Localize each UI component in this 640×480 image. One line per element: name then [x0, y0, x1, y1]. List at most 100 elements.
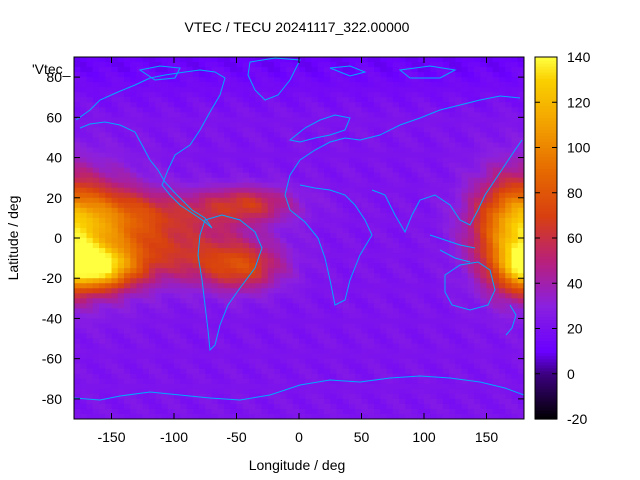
- heatmap-cell: [342, 398, 350, 405]
- heatmap-cell: [511, 278, 519, 284]
- heatmap-cell: [80, 358, 88, 365]
- heatmap-cell: [305, 67, 313, 73]
- heatmap-cell: [149, 197, 156, 204]
- heatmap-cell: [242, 243, 250, 249]
- heatmap-cell: [399, 207, 406, 214]
- heatmap-cell: [280, 167, 288, 174]
- heatmap-cell: [467, 368, 475, 375]
- heatmap-cell: [336, 288, 344, 294]
- heatmap-cell: [142, 227, 150, 234]
- heatmap-cell: [192, 57, 200, 63]
- heatmap-cell: [486, 333, 494, 340]
- heatmap-cell: [517, 288, 524, 294]
- heatmap-cell: [486, 388, 494, 395]
- heatmap-cell: [280, 182, 288, 189]
- heatmap-cell: [155, 117, 163, 123]
- heatmap-cell: [492, 263, 500, 269]
- heatmap-cell: [211, 303, 219, 309]
- heatmap-cell: [80, 278, 88, 284]
- heatmap-cell: [199, 77, 206, 83]
- heatmap-cell: [336, 147, 344, 154]
- heatmap-cell: [286, 192, 294, 199]
- heatmap-cell: [349, 97, 356, 103]
- heatmap-cell: [142, 283, 150, 289]
- heatmap-cell: [211, 323, 219, 330]
- heatmap-cell: [186, 378, 194, 385]
- heatmap-cell: [136, 207, 144, 214]
- heatmap-cell: [461, 328, 469, 335]
- heatmap-cell: [411, 368, 419, 375]
- heatmap-cell: [86, 353, 94, 360]
- heatmap-cell: [511, 207, 519, 214]
- heatmap-cell: [174, 142, 181, 149]
- heatmap-cell: [374, 142, 381, 149]
- heatmap-cell: [267, 373, 275, 380]
- heatmap-cell: [386, 167, 394, 174]
- heatmap-cell: [336, 87, 344, 93]
- heatmap-cell: [249, 217, 256, 224]
- heatmap-cell: [124, 273, 131, 279]
- heatmap-cell: [405, 278, 413, 284]
- heatmap-cell: [99, 92, 106, 98]
- heatmap-cell: [136, 232, 144, 239]
- heatmap-cell: [511, 167, 519, 174]
- heatmap-cell: [474, 263, 481, 269]
- heatmap-cell: [386, 288, 394, 294]
- heatmap-cell: [367, 142, 375, 149]
- heatmap-cell: [217, 67, 225, 73]
- heatmap-cell: [274, 383, 281, 390]
- heatmap-cell: [211, 383, 219, 390]
- heatmap-cell: [317, 152, 325, 159]
- heatmap-cell: [349, 227, 356, 234]
- heatmap-cell: [199, 353, 206, 360]
- heatmap-cell: [255, 207, 263, 214]
- heatmap-cell: [349, 398, 356, 405]
- heatmap-cell: [355, 318, 363, 325]
- heatmap-cell: [192, 107, 200, 113]
- heatmap-cell: [92, 288, 100, 294]
- heatmap-cell: [442, 348, 450, 355]
- heatmap-cell: [261, 293, 269, 299]
- heatmap-cell: [486, 112, 494, 118]
- heatmap-cell: [455, 202, 463, 209]
- heatmap-cell: [355, 192, 363, 199]
- heatmap-cell: [392, 358, 400, 365]
- heatmap-cell: [424, 77, 431, 83]
- heatmap-cell: [249, 253, 256, 259]
- heatmap-cell: [436, 82, 444, 88]
- heatmap-cell: [255, 243, 263, 249]
- heatmap-cell: [274, 253, 281, 259]
- heatmap-cell: [86, 273, 94, 279]
- heatmap-cell: [330, 82, 338, 88]
- heatmap-cell: [167, 243, 175, 249]
- heatmap-cell: [442, 62, 450, 68]
- heatmap-cell: [386, 182, 394, 189]
- heatmap-cell: [311, 253, 319, 259]
- heatmap-cell: [367, 383, 375, 390]
- heatmap-cell: [392, 248, 400, 254]
- heatmap-cell: [374, 137, 381, 144]
- heatmap-cell: [505, 263, 513, 269]
- heatmap-cell: [299, 323, 306, 330]
- heatmap-cell: [424, 157, 431, 164]
- heatmap-cell: [367, 157, 375, 164]
- heatmap-cell: [99, 127, 106, 134]
- heatmap-cell: [517, 132, 524, 139]
- heatmap-cell: [417, 127, 425, 134]
- heatmap-cell: [280, 162, 288, 169]
- heatmap-cell: [211, 358, 219, 365]
- heatmap-cell: [99, 393, 106, 400]
- heatmap-cell: [136, 197, 144, 204]
- heatmap-cell: [411, 77, 419, 83]
- heatmap-cell: [386, 263, 394, 269]
- heatmap-cell: [355, 187, 363, 194]
- heatmap-cell: [286, 197, 294, 204]
- heatmap-cell: [80, 157, 88, 164]
- heatmap-cell: [261, 87, 269, 93]
- heatmap-cell: [230, 77, 238, 83]
- heatmap-cell: [436, 313, 444, 320]
- heatmap-cell: [367, 67, 375, 73]
- heatmap-cell: [92, 338, 100, 345]
- heatmap-cell: [411, 248, 419, 254]
- heatmap-cell: [224, 278, 231, 284]
